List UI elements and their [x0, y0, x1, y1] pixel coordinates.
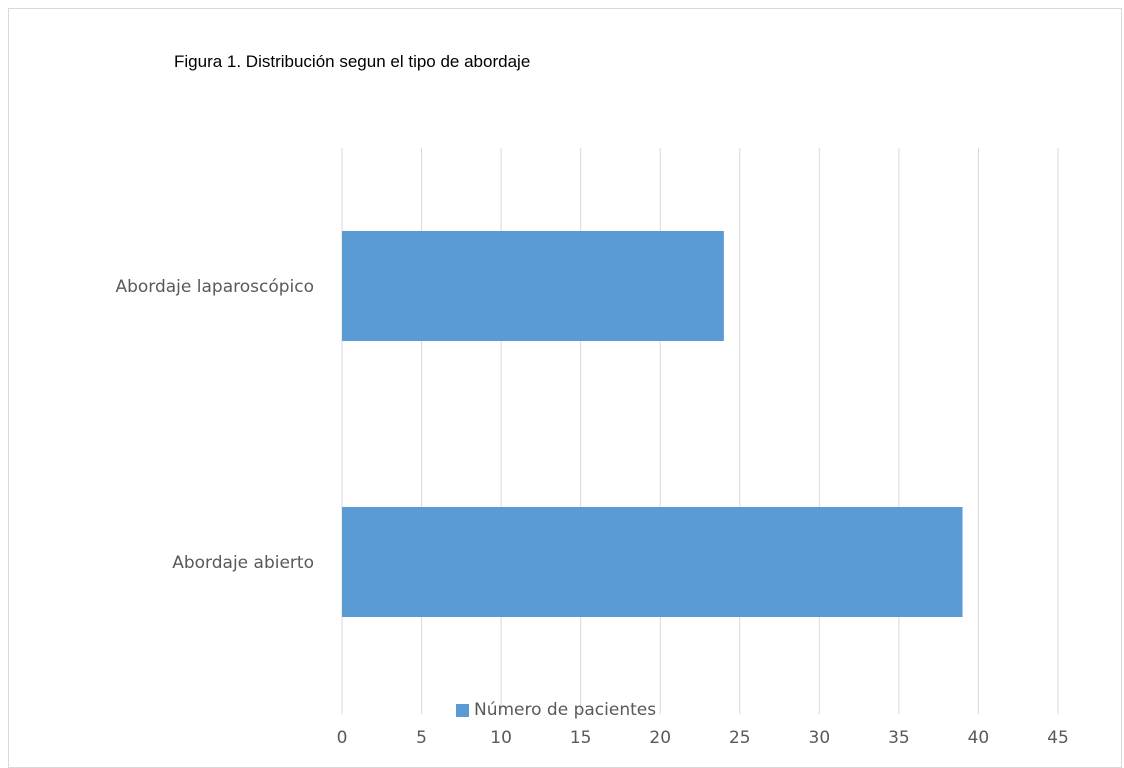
- category-label: Abordaje abierto: [172, 553, 314, 573]
- chart-plot: Abordaje laparoscópico Abordaje abierto 0…: [115, 148, 1069, 748]
- x-tick-label: 0: [337, 728, 348, 748]
- x-tick-label: 15: [570, 728, 592, 748]
- legend: Número de pacientes: [456, 700, 656, 720]
- legend-swatch: [456, 703, 469, 717]
- bars: [342, 231, 963, 617]
- x-tick-label: 10: [490, 728, 512, 748]
- bar-0: [342, 231, 724, 341]
- x-tick-label: 35: [888, 728, 910, 748]
- x-tick-label: 40: [968, 728, 990, 748]
- x-tick-label: 20: [649, 728, 671, 748]
- chart-title: Figura 1. Distribución segun el tipo de …: [174, 52, 531, 71]
- x-tick-label: 5: [416, 728, 427, 748]
- x-tick-label: 25: [729, 728, 751, 748]
- legend-label: Número de pacientes: [474, 700, 657, 720]
- bar-1: [342, 507, 963, 617]
- category-labels: Abordaje laparoscópico Abordaje abierto: [115, 277, 314, 573]
- category-label: Abordaje laparoscópico: [115, 277, 314, 297]
- tick-labels: 0 5 10 15 20 25 30 35 40 45: [337, 728, 1069, 748]
- x-tick-label: 45: [1047, 728, 1069, 748]
- x-tick-label: 30: [809, 728, 831, 748]
